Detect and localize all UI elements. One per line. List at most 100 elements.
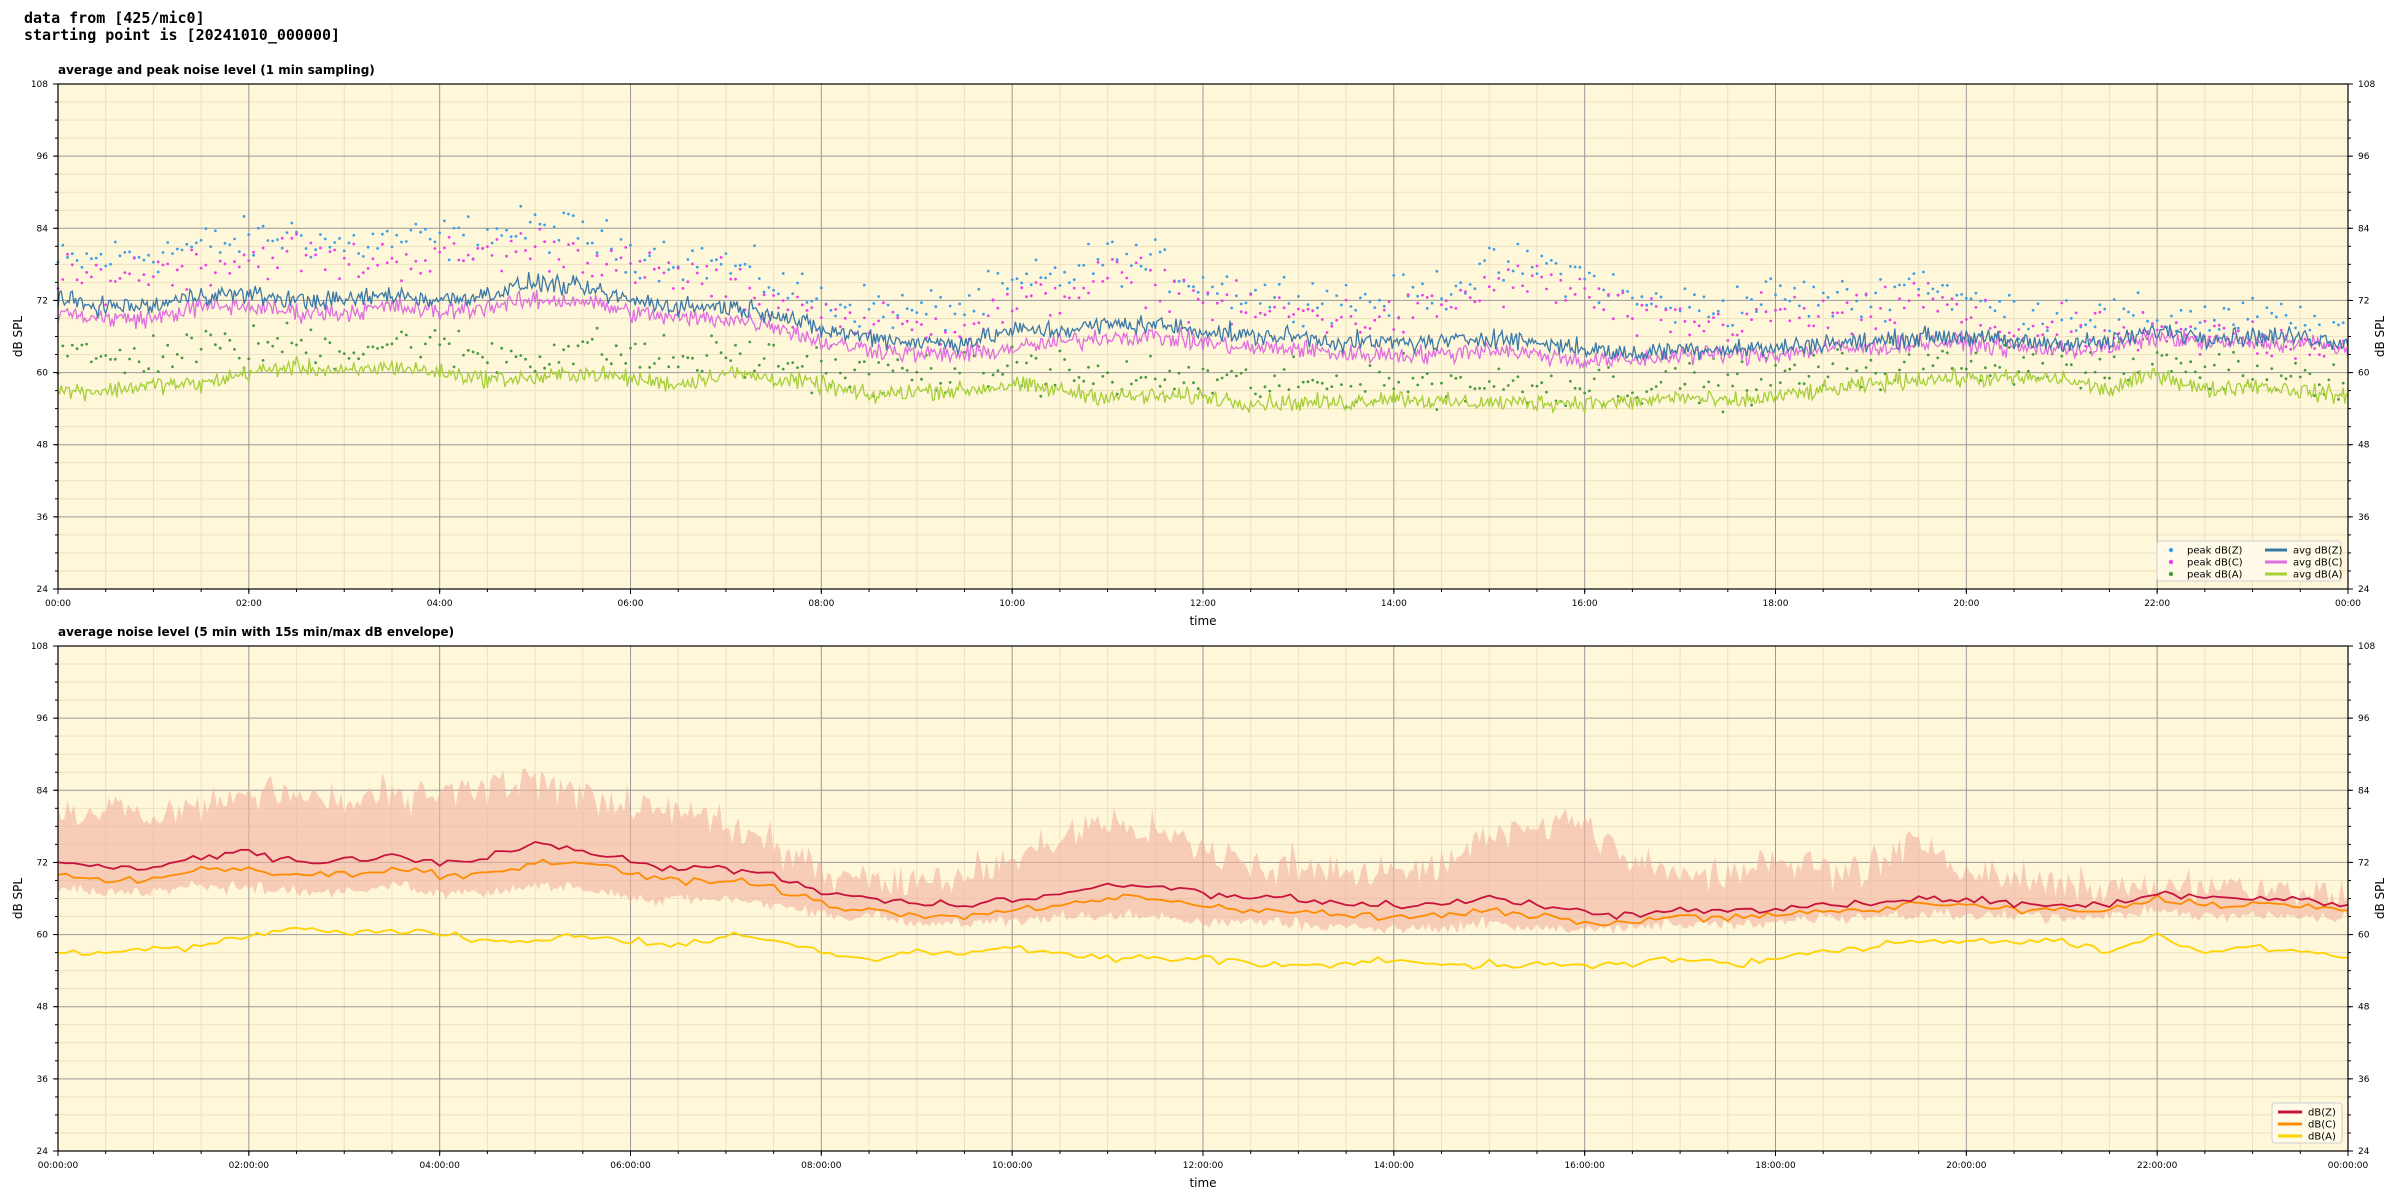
scatter-point bbox=[991, 373, 995, 377]
scatter-point bbox=[285, 249, 289, 253]
scatter-point bbox=[920, 323, 923, 326]
scatter-point bbox=[395, 337, 399, 340]
scatter-point bbox=[1712, 316, 1715, 319]
scatter-point bbox=[786, 296, 790, 300]
scatter-point bbox=[1053, 286, 1057, 290]
scatter-point bbox=[996, 306, 1000, 310]
scatter-point bbox=[2236, 359, 2240, 363]
scatter-point bbox=[90, 257, 93, 261]
scatter-point bbox=[1960, 367, 1963, 370]
scatter-point bbox=[2327, 378, 2331, 382]
scatter-point bbox=[1258, 311, 1262, 315]
header-source-line: data from [425/mic0] bbox=[24, 9, 205, 27]
scatter-point bbox=[915, 320, 919, 324]
scatter-point bbox=[648, 366, 651, 369]
scatter-point bbox=[1840, 311, 1844, 314]
scatter-point bbox=[1416, 294, 1420, 298]
scatter-point bbox=[2041, 361, 2045, 365]
scatter-point bbox=[195, 252, 198, 256]
scatter-point bbox=[1072, 278, 1076, 281]
y-tick-label: 84 bbox=[2358, 224, 2370, 234]
scatter-point bbox=[495, 227, 499, 231]
scatter-point bbox=[395, 233, 399, 237]
scatter-point bbox=[261, 359, 265, 362]
scatter-point bbox=[1239, 371, 1243, 375]
scatter-point bbox=[505, 228, 508, 232]
scatter-point bbox=[1029, 294, 1033, 298]
scatter-point bbox=[786, 362, 790, 365]
scatter-point bbox=[1936, 356, 1940, 360]
scatter-point bbox=[657, 279, 661, 283]
scatter-point bbox=[1578, 387, 1582, 391]
scatter-point bbox=[543, 240, 546, 244]
scatter-point bbox=[2122, 307, 2126, 311]
scatter-point bbox=[1287, 388, 1291, 391]
scatter-point bbox=[1569, 265, 1572, 268]
x-tick-label: 08:00:00 bbox=[801, 1161, 842, 1171]
scatter-point bbox=[438, 231, 442, 235]
scatter-point bbox=[1096, 260, 1100, 264]
scatter-point bbox=[1473, 387, 1477, 391]
scatter-point bbox=[247, 233, 251, 237]
scatter-point bbox=[1993, 325, 1997, 329]
scatter-point bbox=[1812, 324, 1816, 328]
scatter-point bbox=[1316, 380, 1319, 384]
scatter-point bbox=[2093, 325, 2097, 329]
scatter-point bbox=[548, 251, 551, 255]
scatter-point bbox=[729, 359, 733, 362]
x-axis-label: time bbox=[1189, 1176, 1216, 1190]
y-tick-label: 96 bbox=[37, 152, 49, 162]
scatter-point bbox=[762, 357, 766, 360]
scatter-point bbox=[2069, 363, 2073, 367]
scatter-point bbox=[1287, 302, 1291, 305]
scatter-point bbox=[1583, 391, 1587, 395]
scatter-point bbox=[1111, 380, 1114, 384]
scatter-point bbox=[2232, 350, 2235, 354]
scatter-point bbox=[1535, 264, 1539, 268]
scatter-point bbox=[1936, 309, 1940, 313]
scatter-point bbox=[75, 259, 79, 262]
scatter-point bbox=[1759, 291, 1763, 294]
scatter-point bbox=[748, 286, 752, 290]
scatter-point bbox=[1435, 408, 1439, 411]
scatter-point bbox=[2213, 324, 2216, 328]
scatter-point bbox=[1774, 308, 1777, 312]
scatter-point bbox=[1812, 285, 1816, 289]
scatter-point bbox=[2256, 315, 2259, 319]
x-tick-label: 04:00 bbox=[427, 599, 453, 609]
scatter-point bbox=[299, 338, 303, 342]
scatter-point bbox=[1530, 384, 1534, 387]
scatter-point bbox=[161, 263, 165, 267]
scatter-point bbox=[1673, 321, 1677, 324]
y-axis-label: dB SPL bbox=[11, 316, 25, 358]
chart-panel-1: 108 108 96 96 84 84 72 72 60 60 48 48 36 36 24 24 00:00 0… bbox=[11, 63, 2387, 628]
scatter-point bbox=[629, 243, 632, 247]
scatter-point bbox=[1316, 306, 1319, 310]
scatter-point bbox=[1187, 284, 1191, 288]
scatter-point bbox=[1726, 324, 1730, 328]
scatter-point bbox=[872, 323, 876, 326]
scatter-point bbox=[2308, 353, 2312, 357]
scatter-point bbox=[1750, 298, 1753, 301]
scatter-point bbox=[1597, 368, 1601, 372]
scatter-point bbox=[681, 287, 685, 290]
scatter-point bbox=[118, 277, 122, 280]
scatter-point bbox=[80, 281, 84, 285]
scatter-point bbox=[1669, 330, 1672, 334]
scatter-point bbox=[1015, 307, 1019, 310]
scatter-point bbox=[1258, 302, 1262, 305]
scatter-point bbox=[576, 344, 580, 348]
scatter-point bbox=[896, 358, 900, 362]
scatter-point bbox=[643, 342, 647, 346]
scatter-point bbox=[328, 250, 332, 254]
scatter-point bbox=[433, 240, 437, 244]
scatter-point bbox=[2294, 357, 2297, 360]
scatter-point bbox=[2270, 354, 2274, 358]
scatter-point bbox=[1836, 290, 1839, 294]
scatter-point bbox=[1449, 305, 1453, 309]
scatter-point bbox=[948, 381, 952, 384]
scatter-point bbox=[1173, 387, 1176, 391]
scatter-point bbox=[280, 350, 284, 354]
scatter-point bbox=[1626, 394, 1629, 398]
scatter-point bbox=[1735, 372, 1739, 376]
